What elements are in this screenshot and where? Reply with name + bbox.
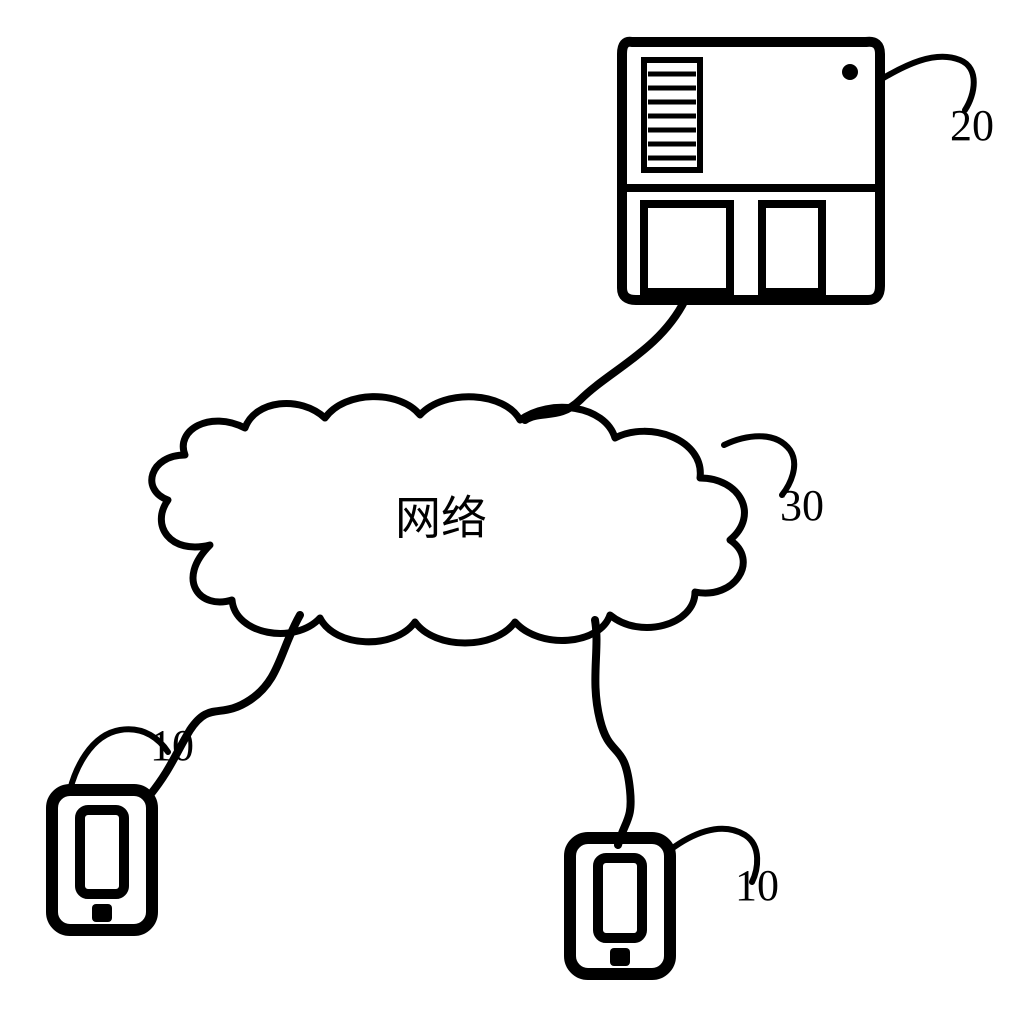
phone-icon [570, 838, 670, 974]
phone-icon [52, 790, 152, 930]
server-icon [622, 42, 880, 300]
diagram-canvas: 20 30 10 10 网络 [0, 0, 1034, 1010]
cloud-text: 网络 [395, 482, 487, 548]
ref-label-server: 20 [950, 100, 994, 151]
ref-label-phone-left: 10 [150, 720, 194, 771]
ref-label-cloud: 30 [780, 480, 824, 531]
ref-label-phone-right: 10 [735, 860, 779, 911]
connectors [150, 300, 685, 845]
ref-leaders [70, 57, 974, 882]
diagram-svg [0, 0, 1034, 1010]
